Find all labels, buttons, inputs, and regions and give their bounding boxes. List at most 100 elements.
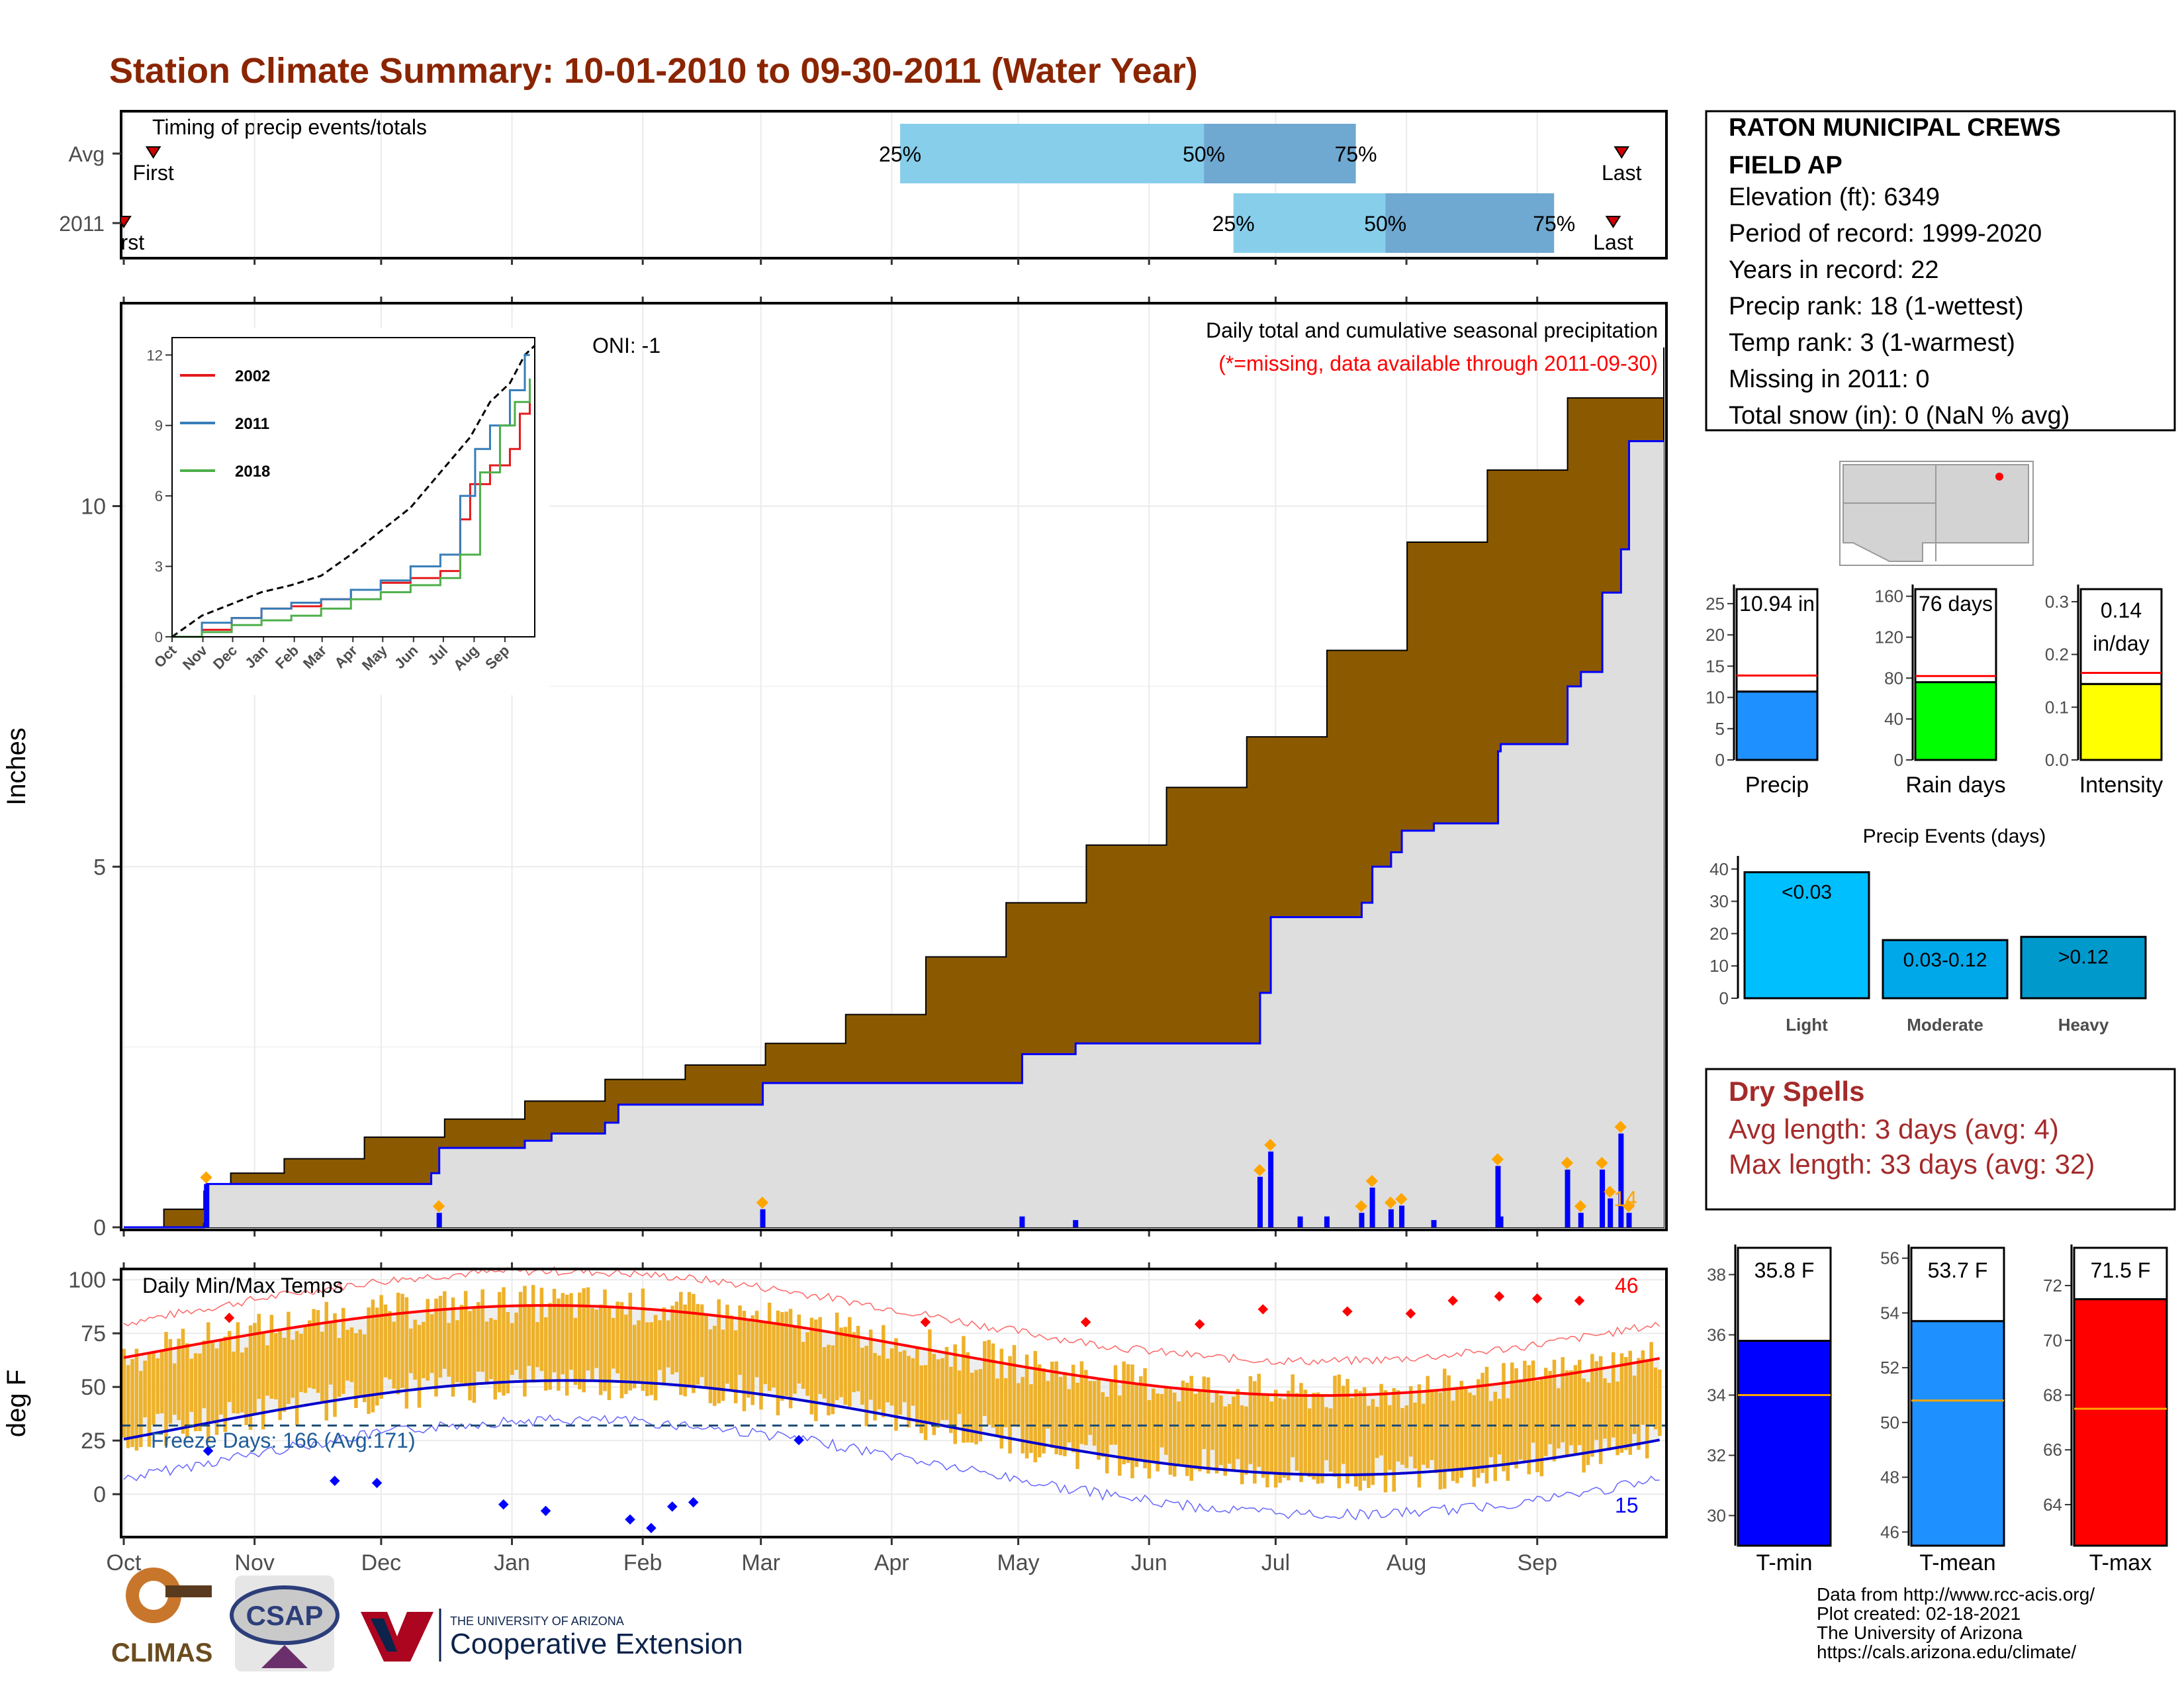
- daily-temp-bar: [214, 1348, 219, 1435]
- summary-y-tick-label: 80: [1884, 668, 1903, 688]
- daily-temp-bar: [721, 1329, 725, 1401]
- daily-temp-bar: [915, 1348, 919, 1425]
- daily-temp-bar: [1152, 1388, 1156, 1462]
- daily-temp-bar: [1476, 1379, 1480, 1478]
- daily-temp-bar: [557, 1298, 561, 1391]
- daily-temp-bar: [1615, 1382, 1619, 1456]
- extreme-precip-marker: [1365, 1174, 1379, 1188]
- daily-temp-bar: [193, 1353, 198, 1432]
- daily-temp-bar: [1160, 1393, 1164, 1448]
- daily-temp-bar: [295, 1331, 299, 1426]
- daily-temp-bar: [619, 1302, 624, 1399]
- daily-temp-bar: [223, 1336, 228, 1432]
- daily-temp-bar: [1307, 1408, 1312, 1477]
- daily-temp-bar: [1543, 1368, 1548, 1456]
- record-low-marker: [646, 1523, 657, 1534]
- daily-precip-bar: [1498, 1216, 1504, 1227]
- daily-temp-bar: [999, 1348, 1004, 1449]
- daily-temp-bar: [1024, 1354, 1029, 1459]
- station-line: Years in record: 22: [1729, 256, 1939, 284]
- daily-precip-bar: [1618, 1133, 1624, 1227]
- daily-temp-bar: [615, 1301, 619, 1374]
- daily-temp-bar: [932, 1354, 936, 1435]
- extreme-precip-count: 14: [1614, 1187, 1637, 1211]
- daily-temp-bar: [831, 1345, 835, 1415]
- dry-spells-avg: Avg length: 3 days (avg: 4): [1729, 1113, 2059, 1145]
- precip-y-tick-label: 0: [93, 1215, 106, 1241]
- daily-temp-bar: [1451, 1400, 1455, 1481]
- daily-temp-bar: [683, 1304, 687, 1397]
- daily-temp-bar: [814, 1319, 818, 1421]
- daily-temp-bar: [333, 1313, 337, 1417]
- timing-label: Timing of precip events/totals: [152, 115, 427, 139]
- daily-temp-bar: [1607, 1383, 1612, 1451]
- daily-temp-bar: [911, 1358, 915, 1406]
- climas-logo: CLIMAS: [111, 1568, 212, 1667]
- temp-summary-y-tick-label: 38: [1707, 1265, 1726, 1285]
- daily-temp-bar: [738, 1305, 742, 1375]
- daily-temp-bar: [1649, 1342, 1653, 1425]
- daily-temp-bar: [430, 1314, 434, 1374]
- station-location-marker: [1995, 473, 2003, 481]
- daily-temp-bar: [919, 1365, 923, 1434]
- month-tick-label: Mar: [741, 1550, 780, 1575]
- daily-temp-bar: [468, 1311, 472, 1401]
- record-high-line: [123, 1266, 1661, 1366]
- daily-temp-bar: [1603, 1378, 1607, 1439]
- daily-temp-bar: [1193, 1393, 1198, 1470]
- daily-temp-bar: [1134, 1385, 1139, 1468]
- event-bar-label: Heavy: [2058, 1015, 2109, 1035]
- temp-summary-y-tick-label: 32: [1707, 1446, 1726, 1466]
- temp-summary-bars: 30 32 34 36 38 35.8 F T-min 46 48 50 52 54 56 53.7 F T…: [1707, 1244, 2168, 1575]
- daily-temp-bar: [477, 1302, 480, 1372]
- daily-temp-bar: [852, 1332, 856, 1393]
- daily-temp-bar: [1653, 1367, 1658, 1430]
- csap-mountain: [261, 1645, 308, 1668]
- dry-spells-max: Max length: 33 days (avg: 32): [1729, 1149, 2095, 1180]
- daily-precip-bar: [1495, 1166, 1501, 1227]
- record-high-marker: [1194, 1319, 1205, 1330]
- daily-temp-bar: [1337, 1374, 1342, 1489]
- summary-value-label-2: in/day: [2093, 632, 2149, 655]
- daily-temp-bar: [274, 1333, 278, 1399]
- daily-temp-bar: [864, 1346, 869, 1427]
- daily-temp-bar: [1088, 1381, 1092, 1435]
- daily-temp-bar: [173, 1363, 177, 1415]
- daily-temp-bar: [1029, 1384, 1033, 1453]
- daily-temp-bar: [793, 1326, 797, 1394]
- record-high-marker: [920, 1317, 931, 1328]
- event-bar-label: Moderate: [1907, 1015, 1983, 1035]
- daily-temp-bar: [210, 1342, 214, 1421]
- daily-temp-bar: [480, 1289, 484, 1372]
- temp-label: Daily Min/Max Temps: [142, 1274, 343, 1297]
- extreme-precip-marker: [756, 1196, 769, 1209]
- daily-temp-bar: [1101, 1392, 1105, 1457]
- daily-temp-bar: [514, 1312, 518, 1370]
- daily-temp-bar: [1426, 1376, 1430, 1468]
- month-tick-label: Jul: [1261, 1550, 1290, 1575]
- station-line: Period of record: 1999-2020: [1729, 220, 2042, 248]
- daily-temp-bar: [341, 1307, 345, 1394]
- dry-spells-title: Dry Spells: [1729, 1076, 1864, 1107]
- daily-temp-bar: [586, 1287, 590, 1371]
- daily-temp-bar: [1624, 1357, 1628, 1450]
- summary-bar: [2079, 682, 2163, 761]
- daily-temp-bar: [827, 1344, 831, 1416]
- daily-temp-bar: [1063, 1372, 1067, 1456]
- daily-temp-bar: [645, 1322, 649, 1397]
- record-high-marker: [1342, 1306, 1353, 1317]
- events-y-tick-label: 40: [1709, 859, 1729, 879]
- daily-temp-bar: [902, 1350, 907, 1403]
- daily-temp-bar: [219, 1338, 223, 1415]
- summary-y-tick-label: 0: [1715, 750, 1725, 770]
- daily-temp-bar: [1518, 1379, 1523, 1460]
- extreme-precip-marker: [1561, 1156, 1574, 1170]
- daily-temp-bar: [265, 1345, 269, 1396]
- daily-temp-bar: [1312, 1393, 1316, 1480]
- daily-temp-bar: [1628, 1350, 1632, 1455]
- daily-temp-bar: [573, 1317, 578, 1385]
- daily-temp-bar: [544, 1317, 548, 1391]
- csap-cloud: [230, 1585, 340, 1645]
- daily-temp-bar: [759, 1320, 763, 1410]
- daily-temp-bar: [548, 1303, 552, 1390]
